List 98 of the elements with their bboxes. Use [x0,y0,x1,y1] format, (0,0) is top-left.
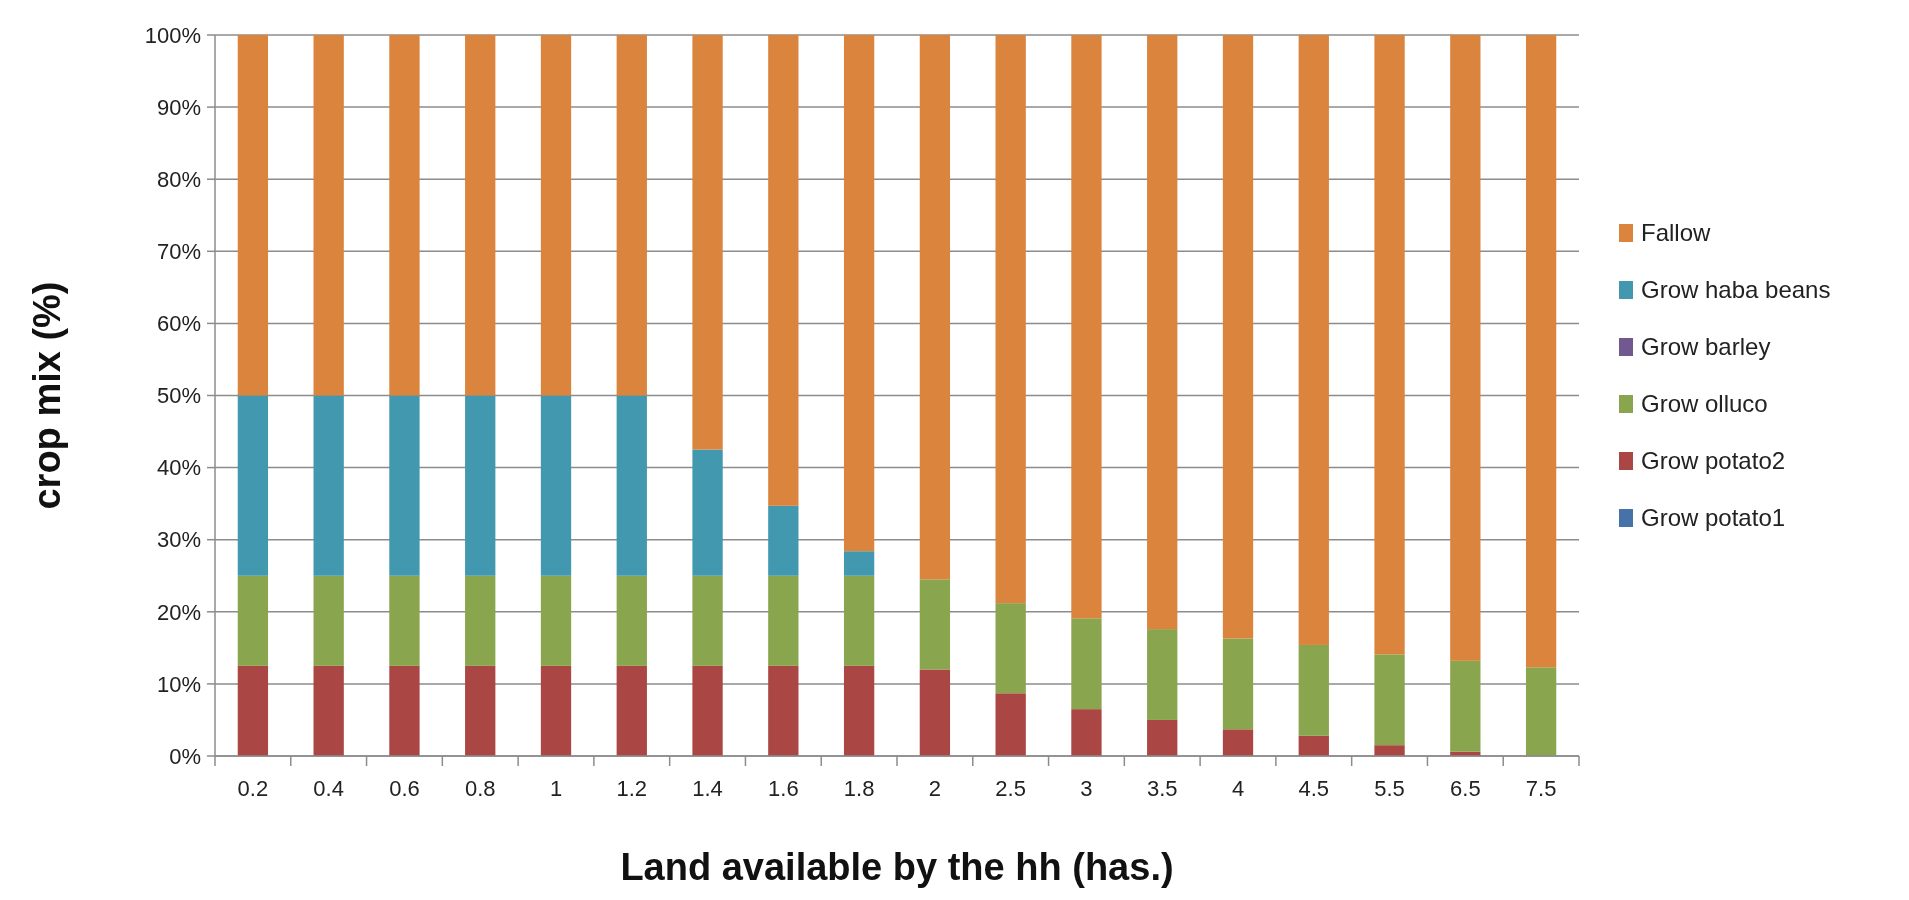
bar [768,665,799,756]
y-tick-label: 60% [156,311,201,337]
y-tick-label: 20% [156,599,201,625]
legend-label: Grow potato1 [1641,504,1786,532]
bar [389,35,420,396]
y-tick-label: 30% [156,527,201,553]
bar [919,579,951,670]
x-tick-label: 2.5 [995,776,1026,801]
x-tick-label: 7.5 [1525,776,1557,801]
y-tick-label: 70% [156,239,201,264]
x-tick-label: 3 [1080,776,1093,801]
bar [465,35,496,396]
bar [616,35,647,396]
y-tick-label: 10% [156,671,201,697]
bar [1374,654,1405,746]
x-tick-label: 0.4 [313,776,344,801]
y-tick-label: 100% [144,22,201,48]
bar [616,395,647,576]
bar [919,669,951,756]
bar [313,35,344,396]
bar [237,395,269,576]
bar [1222,35,1254,639]
bar [465,665,496,756]
y-tick-label: 80% [156,166,201,192]
x-tick-label: 3.5 [1146,776,1178,801]
y-tick-label: 40% [156,455,201,481]
bar [1298,35,1329,645]
bar [389,395,420,576]
x-tick-label: 1.4 [692,776,723,801]
bar [1450,660,1481,752]
bar [389,665,420,756]
bar [768,35,799,506]
legend-label: Fallow [1641,219,1712,247]
bar [1147,719,1178,756]
legend-label: Grow barley [1641,333,1771,361]
x-tick-label: 1.8 [843,776,875,801]
bar [616,665,647,756]
bar [1147,629,1178,720]
bar [1147,35,1178,630]
legend-label: Grow potato2 [1641,447,1786,475]
bar [1071,618,1102,710]
bar [1525,35,1557,668]
y-tick-label: 0% [169,743,201,769]
bar [616,575,647,666]
x-tick-label: 4.5 [1298,776,1330,801]
y-axis-title: crop mix (%) [26,281,68,510]
bar [768,575,799,666]
bar [692,665,723,756]
bar [692,449,723,576]
x-tick-label: 0.6 [389,776,420,801]
bar [1374,745,1405,756]
y-tick-label: 50% [156,383,201,409]
bar [237,665,269,756]
bar [1374,35,1405,655]
x-tick-label: 5.5 [1374,776,1405,801]
x-axis-title: Land available by the hh (has.) [620,846,1174,888]
bar [843,551,875,576]
x-tick-label: 6.5 [1450,776,1481,801]
bar [1071,709,1102,756]
x-tick-label: 2 [928,776,942,801]
bar [995,693,1026,756]
bar [1071,35,1102,619]
bar [540,35,572,396]
x-tick-label: 1 [549,776,563,801]
bar [1525,667,1557,756]
legend-label: Grow olluco [1641,390,1768,418]
bar [389,575,420,666]
x-tick-label: 0.8 [464,776,496,801]
bar [465,395,496,576]
bar [1222,638,1254,730]
bar [843,575,875,666]
bar [843,35,875,552]
bar [313,575,344,666]
bar [692,35,723,450]
x-tick-label: 0.2 [237,776,269,801]
bar [313,665,344,756]
bar [313,395,344,576]
bar [843,665,875,756]
bar [768,505,799,576]
x-tick-label: 1.2 [616,776,648,801]
bar [237,575,269,666]
bar [540,575,572,666]
bar [995,603,1026,694]
legend-label: Grow haba beans [1641,276,1831,304]
bar [1222,729,1254,756]
bar [919,35,951,580]
bar [1450,35,1481,661]
bar [995,35,1026,604]
bar [465,575,496,666]
bar [540,395,572,576]
x-tick-label: 1.6 [768,776,799,801]
bar [540,665,572,756]
bar [1298,644,1329,736]
bar [1298,735,1329,756]
bar [692,575,723,666]
x-tick-label: 4 [1231,776,1245,801]
bar [237,35,269,396]
y-tick-label: 90% [156,94,201,120]
